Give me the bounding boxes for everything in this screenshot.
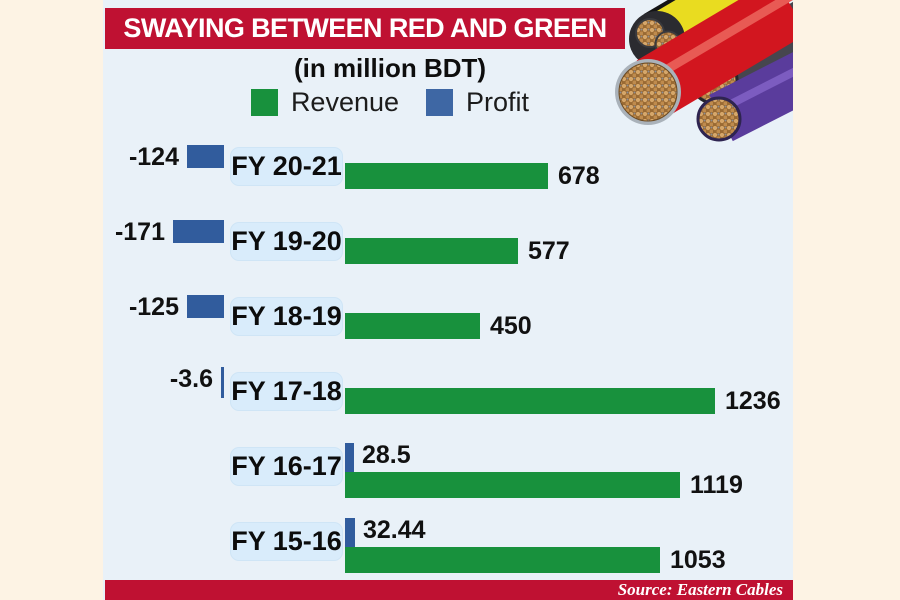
profit-value: 32.44 [363, 516, 426, 544]
profit-value: -3.6 [169, 365, 213, 393]
profit-bar [345, 443, 354, 472]
page-title: SWAYING BETWEEN RED AND GREEN [123, 13, 607, 43]
revenue-legend-label: Revenue [290, 87, 400, 117]
profit-value: 28.5 [362, 441, 411, 469]
revenue-legend-swatch [250, 89, 278, 116]
profit-bar [187, 145, 224, 168]
revenue-value: 1119 [690, 471, 743, 499]
profit-value: -124 [128, 143, 179, 171]
revenue-value: 577 [528, 237, 570, 265]
category-label: FY 15-16 [230, 522, 343, 561]
profit-legend-label: Profit [466, 87, 530, 117]
revenue-bar [345, 547, 660, 573]
revenue-value: 678 [558, 162, 600, 190]
category-label: FY 18-19 [230, 297, 343, 336]
revenue-bar [345, 388, 715, 414]
profit-bar [173, 220, 224, 243]
chart-subtitle: (in million BDT) [293, 53, 487, 83]
category-label: FY 19-20 [230, 222, 343, 261]
title-bar: SWAYING BETWEEN RED AND GREEN [105, 8, 625, 49]
profit-bar [187, 295, 224, 318]
profit-value: -125 [128, 293, 179, 321]
revenue-value: 1053 [670, 546, 726, 574]
source-bar: Source: Eastern Cables [105, 580, 793, 600]
profit-bar [345, 518, 355, 547]
electrical-cables-photo [615, 0, 793, 142]
revenue-bar [345, 472, 680, 498]
revenue-value: 450 [490, 312, 532, 340]
category-label: FY 17-18 [230, 372, 343, 411]
revenue-bar [345, 238, 518, 264]
profit-legend-swatch [426, 89, 454, 116]
category-label: FY 16-17 [230, 447, 343, 486]
source-text: Source: Eastern Cables [617, 580, 783, 599]
category-label: FY 20-21 [230, 147, 343, 186]
revenue-bar [345, 313, 480, 339]
revenue-bar [345, 163, 548, 189]
revenue-value: 1236 [725, 387, 781, 415]
profit-bar [221, 367, 224, 398]
profit-value: -171 [114, 218, 165, 246]
legend: Revenue Profit [105, 87, 675, 118]
